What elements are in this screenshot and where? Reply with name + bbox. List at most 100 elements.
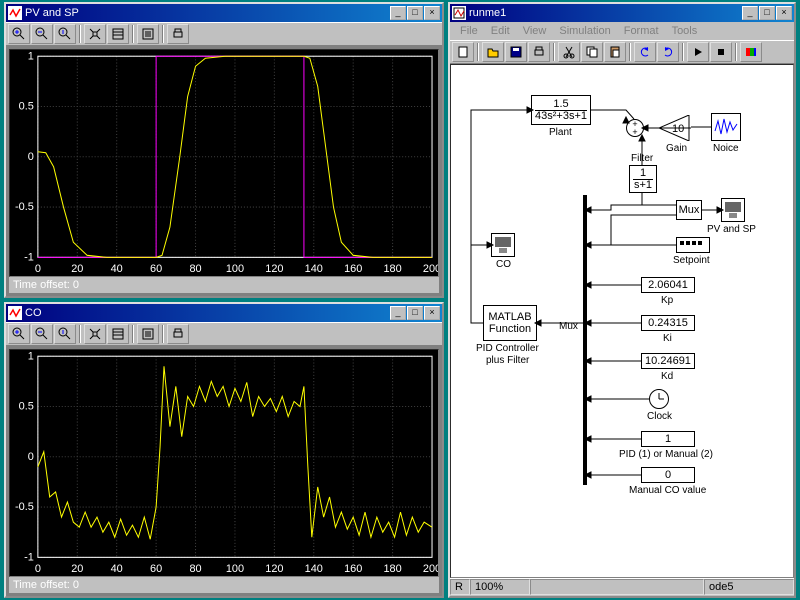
menu-file[interactable]: File (454, 25, 484, 37)
maximize-button[interactable]: □ (407, 6, 423, 20)
svg-text:180: 180 (383, 263, 401, 275)
close-button[interactable]: × (424, 306, 440, 320)
svg-text:80: 80 (189, 563, 201, 575)
svg-text:100: 100 (226, 263, 244, 275)
cut-icon[interactable] (558, 42, 580, 62)
svg-text:200: 200 (423, 563, 438, 575)
menu-tools[interactable]: Tools (666, 25, 704, 37)
minimize-button[interactable]: _ (390, 6, 406, 20)
close-button[interactable]: × (776, 6, 792, 20)
print-icon[interactable] (167, 24, 189, 44)
plot-area[interactable]: 020406080100120140160180200-1-0.500.51 (9, 49, 439, 277)
toolbar (6, 322, 442, 346)
plot-area[interactable]: 020406080100120140160180200-1-0.500.51 (9, 349, 439, 577)
print-icon[interactable] (528, 42, 550, 62)
label-mux-big: Mux (559, 321, 578, 332)
zoom-in-icon[interactable] (8, 24, 30, 44)
print-icon[interactable] (167, 324, 189, 344)
properties-icon[interactable] (137, 324, 159, 344)
svg-text:0.5: 0.5 (19, 400, 34, 412)
block-kd[interactable]: 10.24691 (641, 353, 695, 369)
block-manual[interactable]: 0 (641, 467, 695, 483)
block-clock[interactable] (649, 389, 669, 409)
save-axes-icon[interactable] (107, 324, 129, 344)
block-matlab-fn[interactable]: MATLABFunction (483, 305, 537, 341)
block-plant[interactable]: 1.5 43s²+3s+1 (531, 95, 591, 125)
run-icon[interactable] (687, 42, 709, 62)
close-button[interactable]: × (424, 6, 440, 20)
svg-text:140: 140 (305, 263, 323, 275)
titlebar[interactable]: PV and SP _ □ × (6, 4, 442, 22)
menubar: File Edit View Simulation Format Tools (450, 22, 794, 40)
svg-text:10: 10 (672, 123, 684, 135)
zoom-y-icon[interactable] (54, 24, 76, 44)
window-title: PV and SP (25, 7, 390, 19)
block-noise[interactable] (711, 113, 741, 141)
new-icon[interactable] (452, 42, 474, 62)
block-sum[interactable]: ++ (626, 119, 644, 137)
scope-body: 020406080100120140160180200-1-0.500.51 T… (6, 346, 442, 596)
model-canvas[interactable]: 1.5 43s²+3s+1 Plant ++ 10 Gain Noice 1s+… (450, 64, 794, 578)
svg-text:40: 40 (111, 563, 123, 575)
open-icon[interactable] (482, 42, 504, 62)
zoom-x-icon[interactable] (31, 324, 53, 344)
simulink-icon (452, 6, 466, 20)
block-mux-big[interactable] (583, 195, 587, 485)
block-pvsp-scope[interactable] (721, 198, 745, 222)
titlebar[interactable]: CO _ □ × (6, 304, 442, 322)
label-filter: Filter (631, 153, 653, 164)
svg-text:-0.5: -0.5 (15, 201, 34, 213)
properties-icon[interactable] (137, 24, 159, 44)
status-text: Time offset: 0 (13, 279, 79, 291)
scope-window-co: CO _ □ × 020406080100120140160180200-1-0… (4, 302, 444, 598)
zoom-x-icon[interactable] (31, 24, 53, 44)
svg-text:20: 20 (71, 263, 83, 275)
svg-text:40: 40 (111, 263, 123, 275)
svg-text:-0.5: -0.5 (15, 501, 34, 513)
menu-simulation[interactable]: Simulation (553, 25, 616, 37)
block-setpoint[interactable] (676, 237, 710, 253)
svg-text:0.5: 0.5 (19, 100, 34, 112)
autoscale-icon[interactable] (84, 24, 106, 44)
svg-text:60: 60 (150, 263, 162, 275)
block-mode[interactable]: 1 (641, 431, 695, 447)
label-manual: Manual CO value (629, 485, 706, 496)
block-mux-small[interactable]: Mux (676, 200, 702, 220)
menu-view[interactable]: View (517, 25, 553, 37)
block-filter[interactable]: 1s+1 (629, 165, 657, 193)
menu-format[interactable]: Format (618, 25, 665, 37)
simulink-window: runme1 _ □ × File Edit View Simulation F… (448, 2, 796, 598)
svg-text:-1: -1 (24, 251, 34, 263)
status-text: Time offset: 0 (13, 579, 79, 591)
minimize-button[interactable]: _ (390, 306, 406, 320)
save-axes-icon[interactable] (107, 24, 129, 44)
undo-icon[interactable] (634, 42, 656, 62)
label-pvsp: PV and SP (707, 224, 756, 235)
zoom-in-icon[interactable] (8, 324, 30, 344)
paste-icon[interactable] (604, 42, 626, 62)
minimize-button[interactable]: _ (742, 6, 758, 20)
svg-text:160: 160 (344, 563, 362, 575)
label-setpoint: Setpoint (673, 255, 710, 266)
svg-text:120: 120 (265, 563, 283, 575)
maximize-button[interactable]: □ (759, 6, 775, 20)
redo-icon[interactable] (657, 42, 679, 62)
library-icon[interactable] (740, 42, 762, 62)
autoscale-icon[interactable] (84, 324, 106, 344)
stop-icon[interactable] (710, 42, 732, 62)
titlebar[interactable]: runme1 _ □ × (450, 4, 794, 22)
menu-edit[interactable]: Edit (485, 25, 516, 37)
save-icon[interactable] (505, 42, 527, 62)
copy-icon[interactable] (581, 42, 603, 62)
maximize-button[interactable]: □ (407, 306, 423, 320)
block-ki[interactable]: 0.24315 (641, 315, 695, 331)
label-ki: Ki (663, 333, 672, 344)
zoom-y-icon[interactable] (54, 324, 76, 344)
scope-icon (8, 306, 22, 320)
block-co-scope[interactable] (491, 233, 515, 257)
scope-window-pvsp: PV and SP _ □ × 020406080100120140160180… (4, 2, 444, 298)
svg-text:0: 0 (28, 451, 34, 463)
block-kp[interactable]: 2.06041 (641, 277, 695, 293)
label-clock: Clock (647, 411, 672, 422)
svg-text:200: 200 (423, 263, 438, 275)
